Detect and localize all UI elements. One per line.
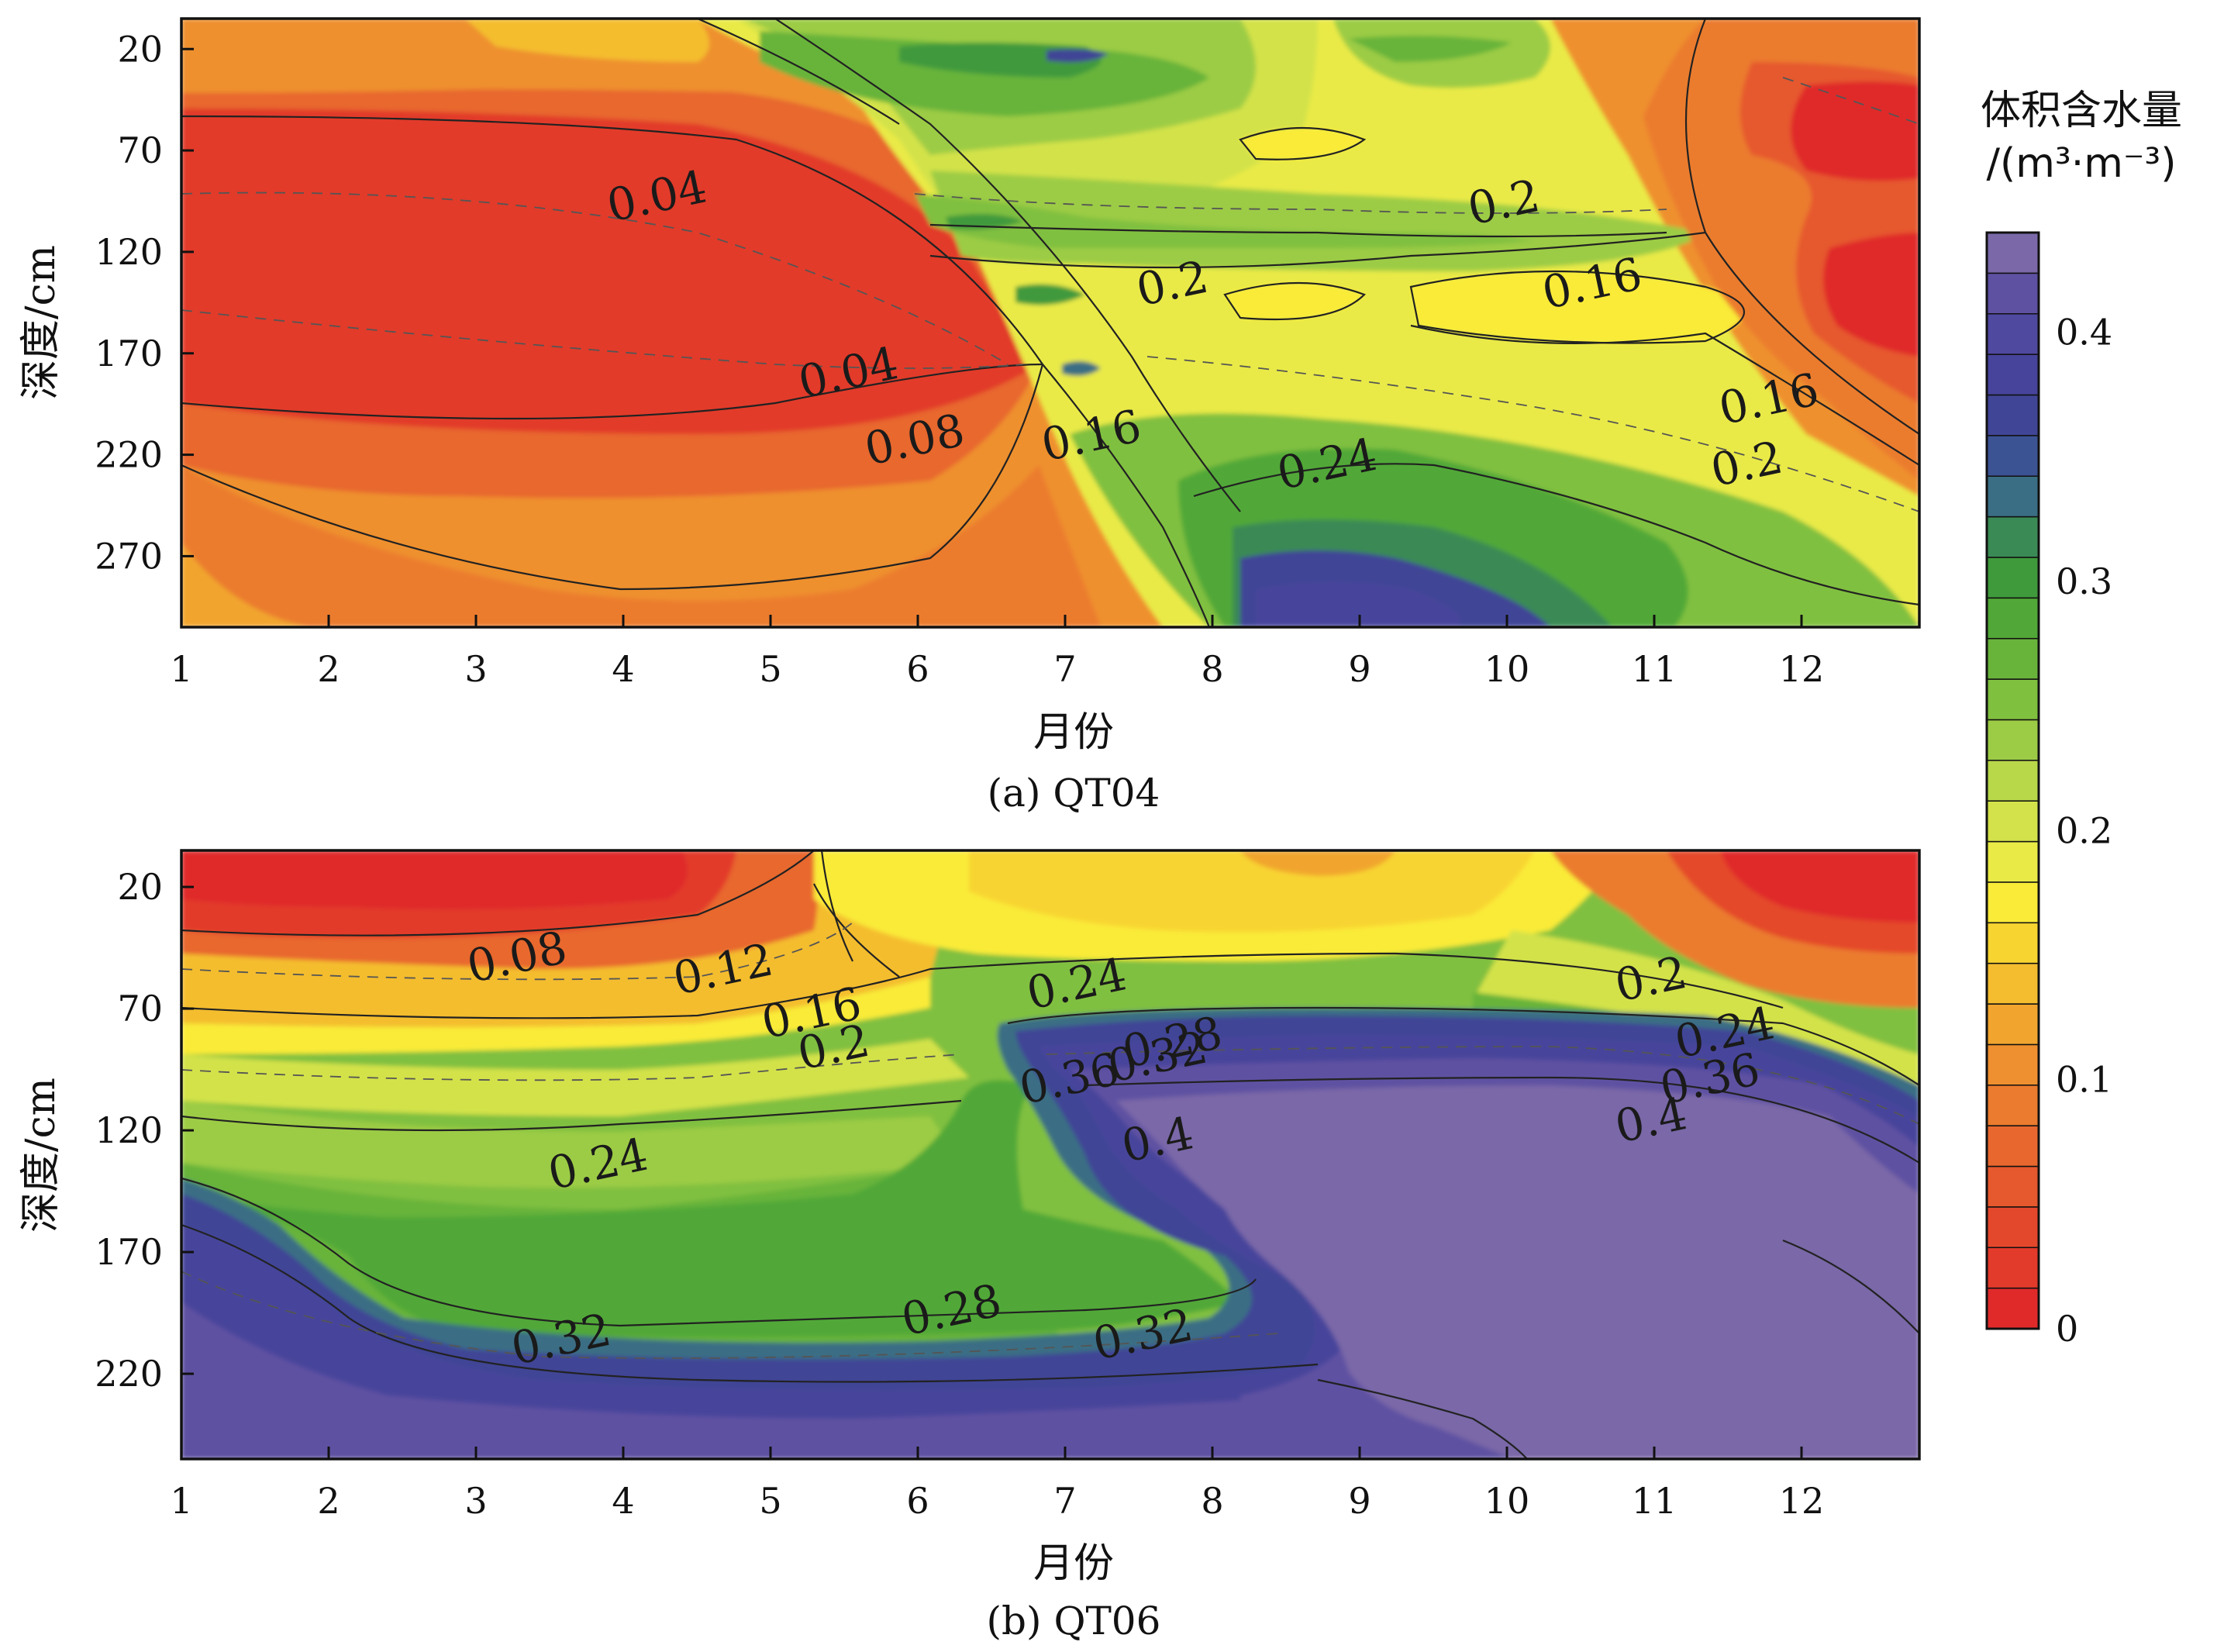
colorbar-swatch-23 (1986, 354, 2039, 396)
panel-a-frame (180, 17, 1921, 629)
panel-a-ytick-label-70: 70 (117, 129, 163, 171)
panel-a-contours (181, 19, 1919, 627)
colorbar-tick-label-0.4: 0.4 (2056, 312, 2112, 354)
colorbar-swatches (1986, 232, 2039, 1330)
panel-a-ytick-label-270: 270 (95, 535, 163, 577)
panel-a-plot-area: 0.040.040.08 0.160.20.20.160.240.160.2 (181, 19, 1919, 627)
panel-a-xtick-label-11: 11 (1632, 648, 1677, 690)
panel-b-ytick-label-170: 170 (95, 1231, 163, 1273)
panel-b-ytick-label-120: 120 (95, 1109, 163, 1151)
panel-b-filled-regions (181, 850, 1919, 1459)
colorbar-swatch-18 (1986, 557, 2039, 599)
panel-a-xlabel: 月份 (1033, 709, 1114, 756)
panel-b-xtick-label-6: 6 (906, 1480, 929, 1522)
colorbar-swatch-22 (1986, 394, 2039, 436)
colorbar-swatch-17 (1986, 597, 2039, 640)
panel-a-ytick-label-170: 170 (95, 333, 163, 374)
colorbar-swatch-11 (1986, 840, 2039, 883)
panel-b-xtick-label-10: 10 (1484, 1480, 1530, 1522)
colorbar-tick-label-0: 0 (2056, 1308, 2078, 1350)
panel-qt06: 0.08 0.120.160.20.240.280.320.360.240.280… (18, 849, 1921, 1643)
panel-b-xtick-label-9: 9 (1348, 1480, 1371, 1522)
panel-b-xtick-label-1: 1 (170, 1480, 192, 1522)
colorbar-swatch-5 (1986, 1085, 2039, 1126)
colorbar-swatch-6 (1986, 1043, 2039, 1086)
colorbar-swatch-3 (1986, 1165, 2039, 1208)
colorbar-swatch-8 (1986, 962, 2039, 1005)
panel-a-dashed-contours (181, 77, 1919, 512)
colorbar-swatch-16 (1986, 637, 2039, 680)
panel-b-contours (181, 850, 1919, 1459)
panel-b-xtick-label-2: 2 (317, 1480, 340, 1522)
panel-b-xtick-label-11: 11 (1632, 1480, 1677, 1522)
colorbar-swatch-12 (1986, 800, 2039, 843)
colorbar-tick-label-0.2: 0.2 (2056, 809, 2112, 851)
colorbar-swatch-4 (1986, 1125, 2039, 1167)
panel-qt04: 0.040.040.08 0.160.20.20.160.240.160.2 12… (18, 17, 1921, 816)
colorbar-swatch-1 (1986, 1247, 2039, 1289)
panel-b-xtick-label-3: 3 (464, 1480, 487, 1522)
panel-a-xtick-label-10: 10 (1484, 648, 1530, 690)
panel-a-caption: (a) QT04 (988, 771, 1160, 816)
colorbar-swatch-24 (1986, 312, 2039, 355)
panel-b-xtick-label-8: 8 (1201, 1480, 1223, 1522)
panel-a-xtick-label-5: 5 (759, 648, 781, 690)
panel-b-caption: (b) QT06 (987, 1599, 1161, 1643)
panel-a-xtick-label-3: 3 (464, 648, 487, 690)
panel-b-dashed-contours (181, 922, 1919, 1359)
panel-a-xtick-label-9: 9 (1348, 648, 1371, 690)
panel-b-xtick-label-4: 4 (612, 1480, 634, 1522)
colorbar-ticks: 0 0.1 0.2 0.3 0.4 (2056, 312, 2112, 1350)
colorbar-unit: /(m³·m⁻³) (1986, 140, 2176, 187)
panel-b-ylabel: 深度/cm (18, 1078, 64, 1233)
colorbar: 体积含水量 /(m³·m⁻³) 0 0.1 0.2 0.3 0.4 (1981, 88, 2182, 1350)
colorbar-tick-label-0.1: 0.1 (2056, 1059, 2112, 1101)
panel-b-xlabel: 月份 (1033, 1540, 1114, 1587)
panel-a-xtick-label-2: 2 (317, 648, 340, 690)
colorbar-swatch-10 (1986, 881, 2039, 924)
panel-b-xtick-label-5: 5 (759, 1480, 781, 1522)
colorbar-swatch-7 (1986, 1003, 2039, 1046)
colorbar-swatch-9 (1986, 922, 2039, 964)
panel-b-xtick-label-12: 12 (1779, 1480, 1825, 1522)
colorbar-swatch-21 (1986, 435, 2039, 477)
panel-a-ytick-label-220: 220 (95, 434, 163, 476)
panel-a-filled-regions (181, 19, 1919, 627)
panel-b-frame (180, 849, 1921, 1461)
panel-a-ytick-label-120: 120 (95, 231, 163, 273)
panel-b-ytick-label-70: 70 (117, 988, 163, 1029)
panel-a-xtick-label-8: 8 (1201, 648, 1223, 690)
colorbar-title: 体积含水量 (1981, 88, 2182, 134)
colorbar-swatch-13 (1986, 760, 2039, 802)
panel-a-xtick-label-12: 12 (1779, 648, 1825, 690)
colorbar-swatch-25 (1986, 272, 2039, 315)
panel-a-xtick-label-4: 4 (612, 648, 634, 690)
panel-a-ytick-label-20: 20 (117, 28, 163, 70)
panel-b-ytick-label-220: 220 (95, 1353, 163, 1395)
colorbar-frame (1985, 231, 2040, 1330)
panel-a-xtick-label-1: 1 (170, 648, 192, 690)
colorbar-swatch-26 (1986, 232, 2039, 274)
colorbar-swatch-15 (1986, 678, 2039, 721)
colorbar-swatch-19 (1986, 516, 2039, 558)
panel-b-xtick-label-7: 7 (1053, 1480, 1076, 1522)
panel-b-ytick-label-20: 20 (117, 866, 163, 908)
colorbar-swatch-2 (1986, 1206, 2039, 1249)
panel-a-xtick-label-7: 7 (1053, 648, 1076, 690)
panel-a-ylabel: 深度/cm (18, 245, 64, 400)
colorbar-swatch-20 (1986, 475, 2039, 518)
panel-a-xtick-label-6: 6 (906, 648, 929, 690)
colorbar-swatch-14 (1986, 719, 2039, 761)
colorbar-swatch-0 (1986, 1287, 2039, 1330)
panel-b-plot-area: 0.08 0.120.160.20.240.280.320.360.240.280… (181, 850, 1919, 1459)
colorbar-tick-label-0.3: 0.3 (2056, 560, 2112, 602)
